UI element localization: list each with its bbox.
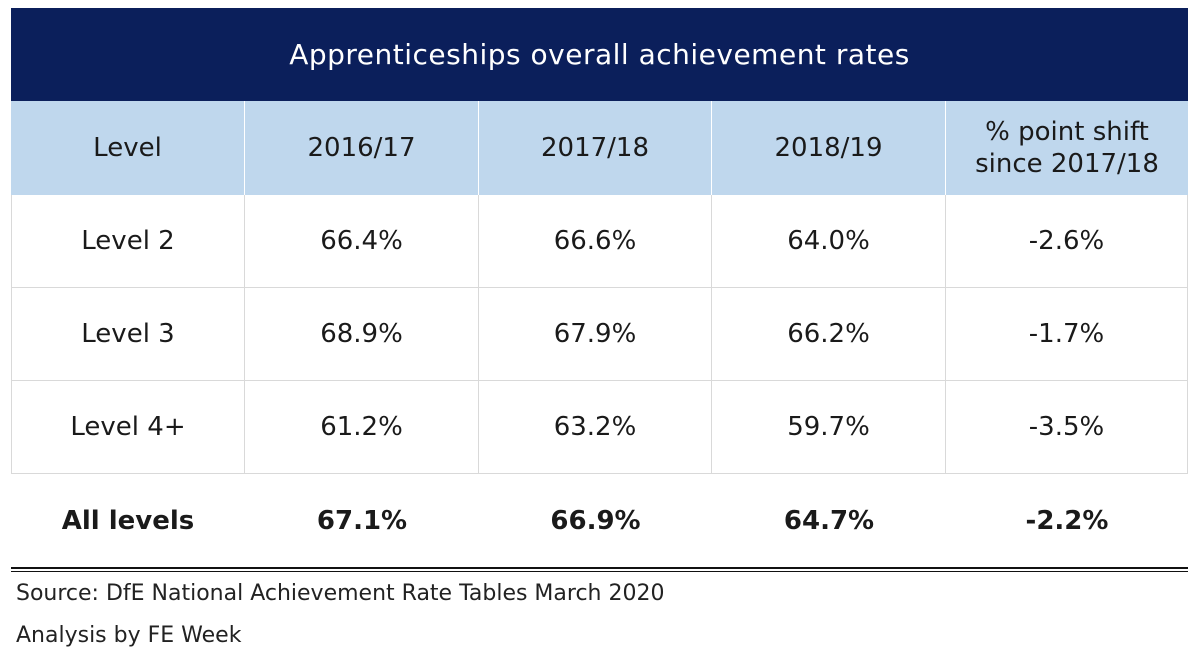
table-cell: Level 2 (11, 195, 245, 288)
divider (11, 571, 1188, 572)
table-cell: 66.4% (245, 195, 479, 288)
table-cell: -2.6% (946, 195, 1188, 288)
table-cell: 66.2% (712, 288, 946, 381)
analysis-note: Analysis by FE Week (16, 623, 242, 648)
column-header: 2018/19 (712, 101, 946, 195)
table-title: Apprenticeships overall achievement rate… (11, 8, 1188, 101)
table-cell: Level 4+ (11, 381, 245, 474)
column-header: Level (11, 101, 245, 195)
total-cell: 67.1% (316, 505, 408, 536)
table-row: Level 4+ 61.2% 63.2% 59.7% -3.5% (11, 381, 1188, 474)
table-cell: 68.9% (245, 288, 479, 381)
column-header: 2017/18 (479, 101, 712, 195)
table-row: Level 3 68.9% 67.9% 66.2% -1.7% (11, 288, 1188, 381)
table-cell: Level 3 (11, 288, 245, 381)
table-cell: 63.2% (479, 381, 712, 474)
table-cell: 64.0% (712, 195, 946, 288)
source-note: Source: DfE National Achievement Rate Ta… (16, 581, 665, 606)
table-row: Level 2 66.4% 66.6% 64.0% -2.6% (11, 195, 1188, 288)
table-cell: 59.7% (712, 381, 946, 474)
table-cell: 67.9% (479, 288, 712, 381)
column-header: % point shift since 2017/18 (946, 101, 1188, 195)
total-row: All levels 67.1% 66.9% 64.7% -2.2% (11, 474, 1188, 567)
total-cell: All levels (61, 505, 195, 536)
data-table: Level 2016/17 2017/18 2018/19 % point sh… (11, 101, 1188, 567)
table-cell: -1.7% (946, 288, 1188, 381)
total-cell: -2.2% (1025, 505, 1109, 536)
total-cell: 64.7% (783, 505, 875, 536)
total-cell: 66.9% (550, 505, 641, 536)
table-cell: 61.2% (245, 381, 479, 474)
table-cell: -3.5% (946, 381, 1188, 474)
column-header: 2016/17 (245, 101, 479, 195)
divider (11, 567, 1188, 569)
table-cell: 66.6% (479, 195, 712, 288)
column-header-row: Level 2016/17 2017/18 2018/19 % point sh… (11, 101, 1188, 195)
